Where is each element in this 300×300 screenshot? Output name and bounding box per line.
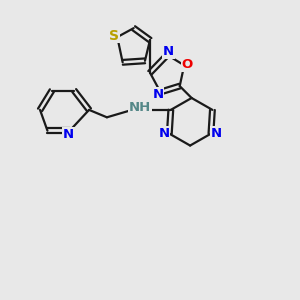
Text: O: O bbox=[182, 58, 193, 71]
Text: NH: NH bbox=[128, 101, 151, 114]
Text: S: S bbox=[109, 28, 119, 43]
Text: N: N bbox=[163, 45, 174, 58]
Text: N: N bbox=[152, 88, 164, 101]
Text: N: N bbox=[63, 128, 74, 141]
Text: N: N bbox=[158, 127, 169, 140]
Text: N: N bbox=[211, 127, 222, 140]
